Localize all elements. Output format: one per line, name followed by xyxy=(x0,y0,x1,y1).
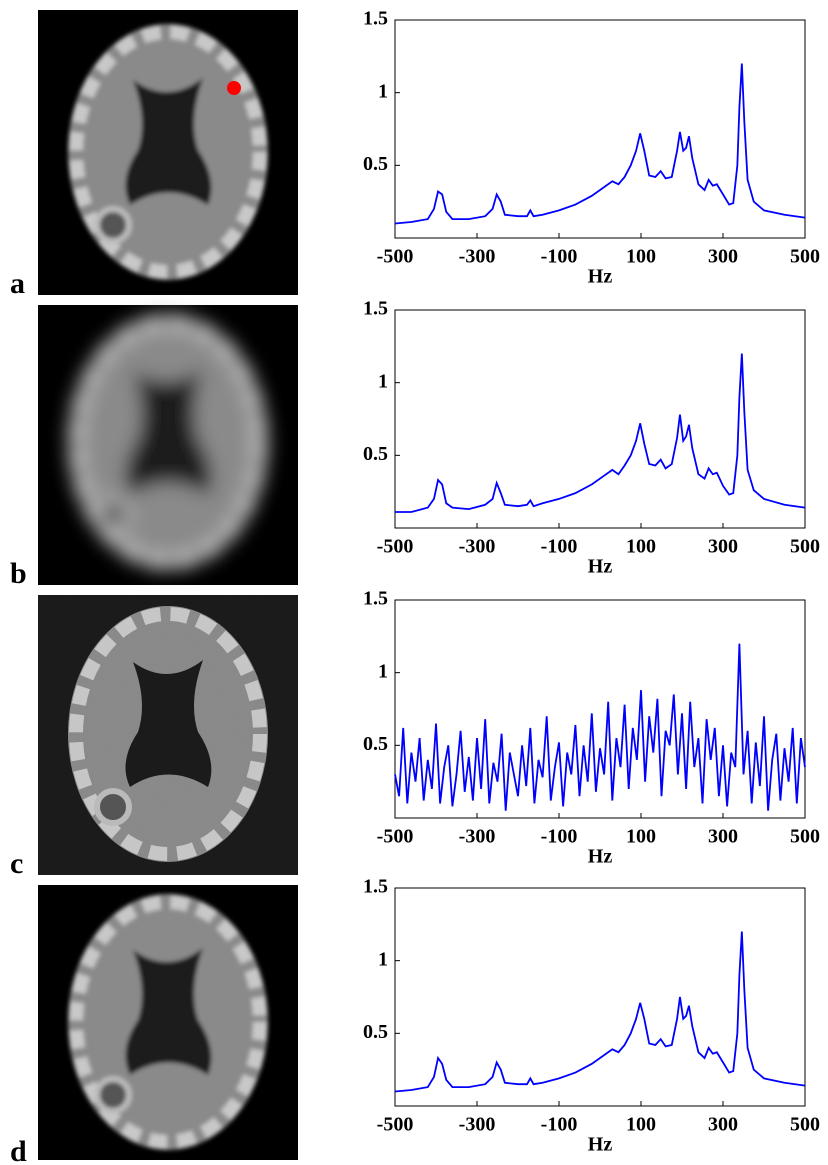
x-tick-label: -100 xyxy=(541,246,578,268)
x-tick-label: -100 xyxy=(541,536,578,558)
x-tick-label: -300 xyxy=(459,246,496,268)
panel-label: c xyxy=(10,847,23,880)
y-tick-label: 1 xyxy=(378,660,388,682)
x-tick-label: -100 xyxy=(541,826,578,848)
brain-image-c xyxy=(38,595,298,875)
x-tick-label: 300 xyxy=(708,1114,738,1136)
x-tick-label: -300 xyxy=(459,1114,496,1136)
y-tick-label: 1 xyxy=(378,370,388,392)
y-tick-label: 1.5 xyxy=(363,8,388,30)
plot-frame xyxy=(394,599,806,819)
plot-frame xyxy=(394,887,806,1107)
x-axis-label: Hz xyxy=(588,266,613,288)
x-tick-label: -300 xyxy=(459,536,496,558)
y-tick-label: 1 xyxy=(378,948,388,970)
brain-image-d xyxy=(38,885,298,1160)
y-tick-label: 0.5 xyxy=(363,153,388,175)
x-tick-label: 100 xyxy=(626,536,656,558)
x-axis-label: Hz xyxy=(588,846,613,868)
plot-frame xyxy=(394,19,806,239)
panel-label: b xyxy=(10,557,27,590)
panel-label: d xyxy=(10,1135,27,1165)
voxel-marker xyxy=(227,81,241,95)
x-tick-label: 100 xyxy=(626,1114,656,1136)
spectrum-line xyxy=(394,643,806,811)
x-tick-label: -500 xyxy=(377,826,414,848)
brain-image-b xyxy=(38,305,298,585)
y-tick-label: 0.5 xyxy=(363,1021,388,1043)
x-tick-label: 500 xyxy=(790,1114,820,1136)
x-tick-label: 500 xyxy=(790,536,820,558)
y-tick-label: 1.5 xyxy=(363,298,388,320)
x-tick-label: -500 xyxy=(377,536,414,558)
x-tick-label: 300 xyxy=(708,536,738,558)
y-tick-label: 1 xyxy=(378,80,388,102)
x-tick-label: -500 xyxy=(377,246,414,268)
x-axis-label: Hz xyxy=(588,556,613,578)
x-tick-label: 500 xyxy=(790,826,820,848)
y-tick-label: 1.5 xyxy=(363,588,388,610)
x-tick-label: 300 xyxy=(708,246,738,268)
spectrum-line xyxy=(394,63,806,225)
plot-frame xyxy=(394,309,806,529)
x-tick-label: 300 xyxy=(708,826,738,848)
x-axis-label: Hz xyxy=(588,1134,613,1156)
x-tick-label: 100 xyxy=(626,826,656,848)
y-tick-label: 1.5 xyxy=(363,876,388,898)
y-tick-label: 0.5 xyxy=(363,733,388,755)
brain-image-a xyxy=(38,10,298,295)
spectrum-line xyxy=(394,931,806,1093)
x-tick-label: -300 xyxy=(459,826,496,848)
x-tick-label: -100 xyxy=(541,1114,578,1136)
y-tick-label: 0.5 xyxy=(363,443,388,465)
x-tick-label: 100 xyxy=(626,246,656,268)
x-tick-label: -500 xyxy=(377,1114,414,1136)
panel-label: a xyxy=(10,267,25,300)
x-tick-label: 500 xyxy=(790,246,820,268)
spectrum-line xyxy=(395,353,806,513)
